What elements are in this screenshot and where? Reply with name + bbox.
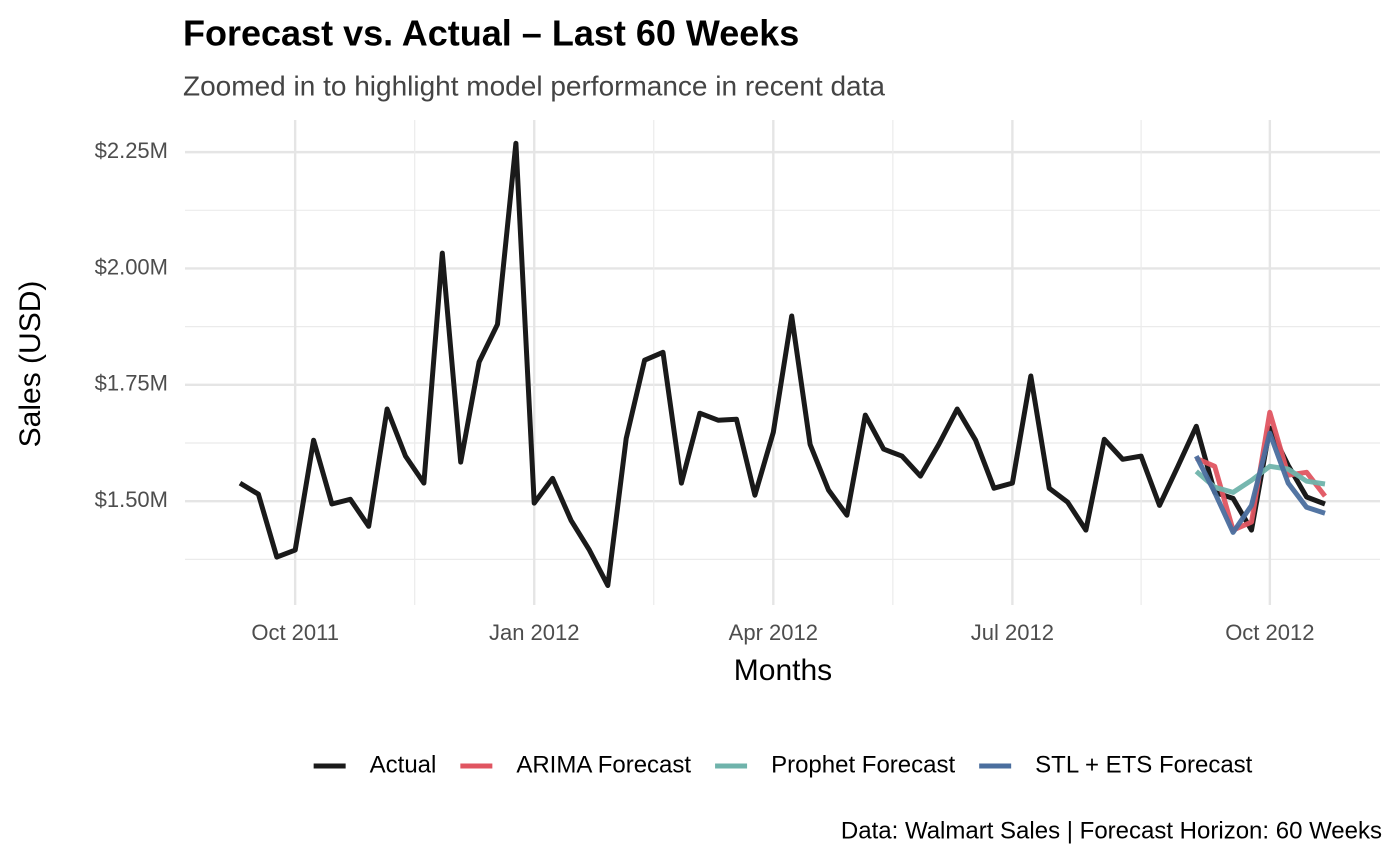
- chart-subtitle: Zoomed in to highlight model performance…: [183, 70, 885, 101]
- x-tick-label: Oct 2012: [1225, 620, 1314, 645]
- series-line: [238, 140, 1326, 588]
- x-tick-label: Oct 2011: [251, 620, 339, 645]
- chart-title: Forecast vs. Actual – Last 60 Weeks: [183, 13, 799, 54]
- series-line: [1194, 430, 1326, 535]
- legend-label: ARIMA Forecast: [516, 751, 691, 778]
- x-tick-label: Apr 2012: [729, 620, 818, 645]
- x-tick-label: Jul 2012: [971, 620, 1054, 645]
- caption: Data: Walmart Sales | Forecast Horizon: …: [841, 817, 1382, 844]
- x-axis-title: Months: [734, 654, 832, 687]
- y-tick-label: $2.25M: [95, 138, 168, 163]
- legend-label: STL + ETS Forecast: [1035, 751, 1253, 778]
- legend-label: Prophet Forecast: [771, 751, 955, 778]
- x-tick-label: Jan 2012: [489, 620, 580, 645]
- y-tick-label: $1.50M: [95, 487, 168, 512]
- y-tick-label: $1.75M: [95, 371, 168, 396]
- y-axis-title: Sales (USD): [14, 281, 47, 448]
- y-tick-label: $2.00M: [95, 254, 168, 279]
- legend-label: Actual: [370, 751, 437, 778]
